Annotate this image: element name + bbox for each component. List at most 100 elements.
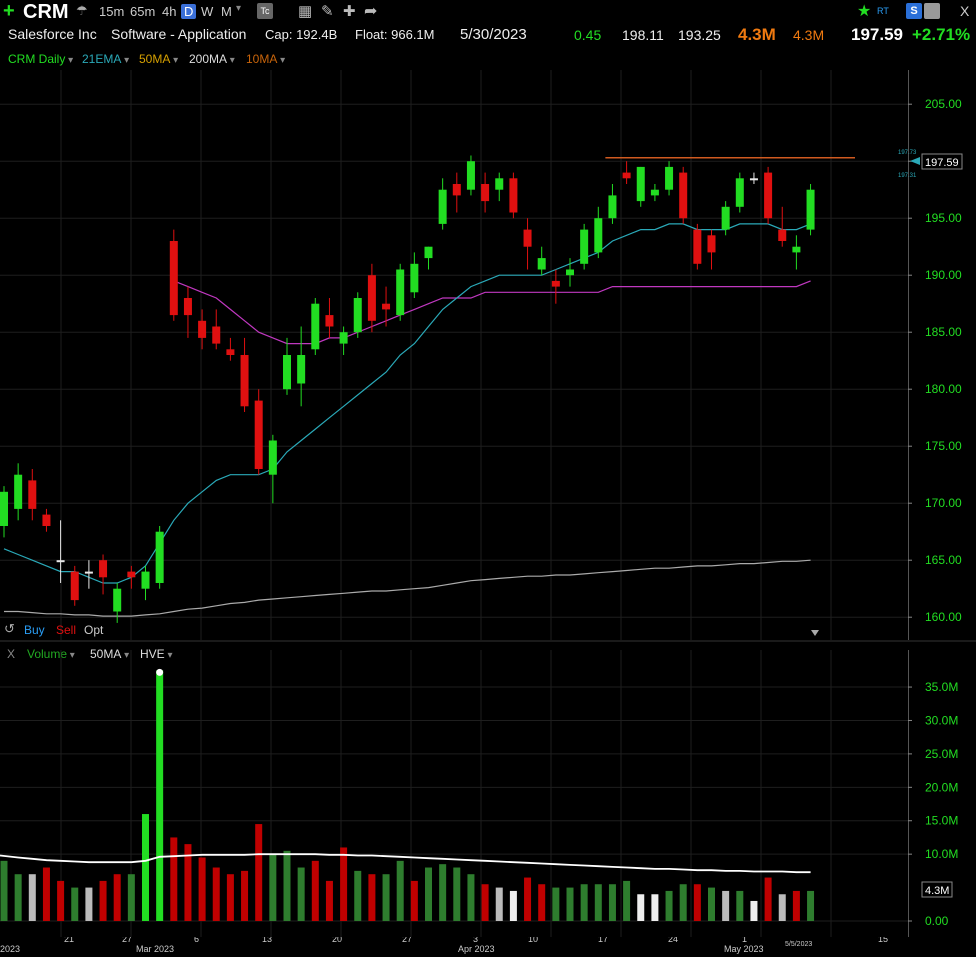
sell-button[interactable]: Sell <box>56 623 77 637</box>
refresh-icon[interactable]: ↺ <box>4 621 15 636</box>
ma200-line <box>4 559 811 617</box>
draw-icon[interactable]: ✎ <box>321 3 334 20</box>
candle-body <box>325 315 334 327</box>
candle-body <box>254 400 263 469</box>
candle-body <box>113 588 122 612</box>
candle <box>806 184 815 236</box>
candle <box>650 184 659 202</box>
candle <box>481 172 490 213</box>
candle <box>84 560 93 589</box>
share-icon[interactable]: ➦ <box>364 3 378 20</box>
volume-tick-label: 20.0M <box>925 780 958 794</box>
candle-body <box>42 514 51 526</box>
high-value: 198.11 <box>622 27 664 43</box>
date-label: 13 <box>262 937 272 944</box>
save-icon[interactable] <box>924 3 940 19</box>
add-symbol-icon[interactable]: + <box>3 0 15 22</box>
timeframe-monthly[interactable]: M <box>221 4 232 19</box>
candle <box>353 292 362 338</box>
volume-bar <box>481 884 489 921</box>
volume-close-icon[interactable]: X <box>7 647 16 661</box>
volume-bar <box>142 814 149 921</box>
date-label: 27 <box>402 937 412 944</box>
indicator-21ema[interactable]: 21EMA <box>82 52 129 66</box>
pin-icon[interactable]: ☂ <box>76 3 88 18</box>
volume-bar <box>113 874 121 921</box>
candle-body <box>537 258 546 270</box>
timeframe-weekly[interactable]: W <box>201 4 214 19</box>
timeframe-65m[interactable]: 65m <box>130 4 156 19</box>
candle-body <box>566 269 574 276</box>
timeframe-dropdown[interactable] <box>236 3 241 14</box>
candle <box>212 309 221 350</box>
candle <box>778 206 787 247</box>
candle-body <box>594 218 603 253</box>
indicator-200ma[interactable]: 200MA <box>189 52 235 66</box>
settings-icon[interactable]: ▦ <box>298 3 313 20</box>
rt-icon[interactable]: RT <box>877 6 889 16</box>
volume-bar <box>241 870 249 921</box>
float-value: Float: 966.1M <box>355 27 435 42</box>
volume-bar <box>792 890 800 921</box>
star-icon[interactable]: ★ <box>857 3 872 20</box>
price-chart[interactable]: 205.00200.00195.00190.00185.00180.00175.… <box>0 70 976 640</box>
volume-bar <box>396 860 404 921</box>
volume-bar <box>156 670 164 921</box>
percent-change: +2.71% <box>912 25 971 44</box>
volume-hve-label[interactable]: HVE <box>140 647 173 661</box>
volume-chart[interactable]: 35.0M 30.0M 25.0M 20.0M 15.0M 10.0M 0.00 4.3M <box>0 640 976 940</box>
low-value: 193.25 <box>678 27 721 43</box>
candle <box>424 246 433 270</box>
volume-bar <box>524 877 532 921</box>
timeframe-15m[interactable]: 15m <box>99 4 125 19</box>
candle-body <box>495 178 504 190</box>
volume-bar <box>198 857 206 921</box>
candle <box>749 172 758 184</box>
symbol-label[interactable]: CRM <box>23 1 69 23</box>
volume-bar <box>212 867 220 921</box>
timeframe-4h[interactable]: 4h <box>162 4 177 19</box>
candle <box>551 269 560 304</box>
candle-body <box>764 172 773 219</box>
volume-ma-label[interactable]: 50MA <box>90 647 129 661</box>
volume-bar <box>580 884 588 921</box>
candle <box>42 508 51 532</box>
candle-body <box>509 178 518 213</box>
candle-body <box>14 474 23 509</box>
collapse-arrow-icon[interactable] <box>811 630 819 636</box>
indicator-10ma[interactable]: 10MA <box>246 52 285 66</box>
candle <box>254 389 263 475</box>
volume-bar <box>651 894 659 921</box>
price-tick-label: 170.00 <box>925 496 962 510</box>
volume-bar <box>736 890 744 921</box>
date-label: 17 <box>598 937 608 944</box>
candle <box>566 258 574 287</box>
price-marker-icon <box>910 157 920 165</box>
tc-icon[interactable]: Tc <box>257 3 273 19</box>
volume-tick-label: 10.0M <box>925 847 958 861</box>
options-button[interactable]: Opt <box>84 623 104 637</box>
indicator-50ma[interactable]: 50MA <box>139 52 178 66</box>
crosshair-icon[interactable]: ✚ <box>343 3 356 20</box>
volume-bar <box>255 824 263 921</box>
candle-body <box>198 320 207 338</box>
candle <box>70 565 79 606</box>
volume-label[interactable]: Volume <box>27 647 75 661</box>
timeframe-daily[interactable]: D <box>181 4 197 19</box>
volume-bar <box>269 854 277 921</box>
date-label: May 2023 <box>724 944 764 954</box>
buy-button[interactable]: Buy <box>24 623 45 637</box>
close-icon[interactable]: X <box>960 3 970 19</box>
candle <box>382 286 391 327</box>
price-tick-label: 185.00 <box>925 325 962 339</box>
candle-body <box>339 332 348 344</box>
volume-bar <box>722 890 730 921</box>
candle <box>0 486 8 538</box>
chart-name-dropdown[interactable]: CRM Daily <box>8 52 73 66</box>
price-tick-label: 160.00 <box>925 610 962 624</box>
chart-toolbar: + CRM ☂ 15m 65m 4h D W M Tc ▦ ✎ ✚ ➦ ★ RT… <box>0 0 976 24</box>
candle <box>339 326 348 355</box>
volume-bar <box>57 880 65 921</box>
s-icon[interactable]: S <box>906 3 922 19</box>
ema21-line <box>3 223 811 584</box>
